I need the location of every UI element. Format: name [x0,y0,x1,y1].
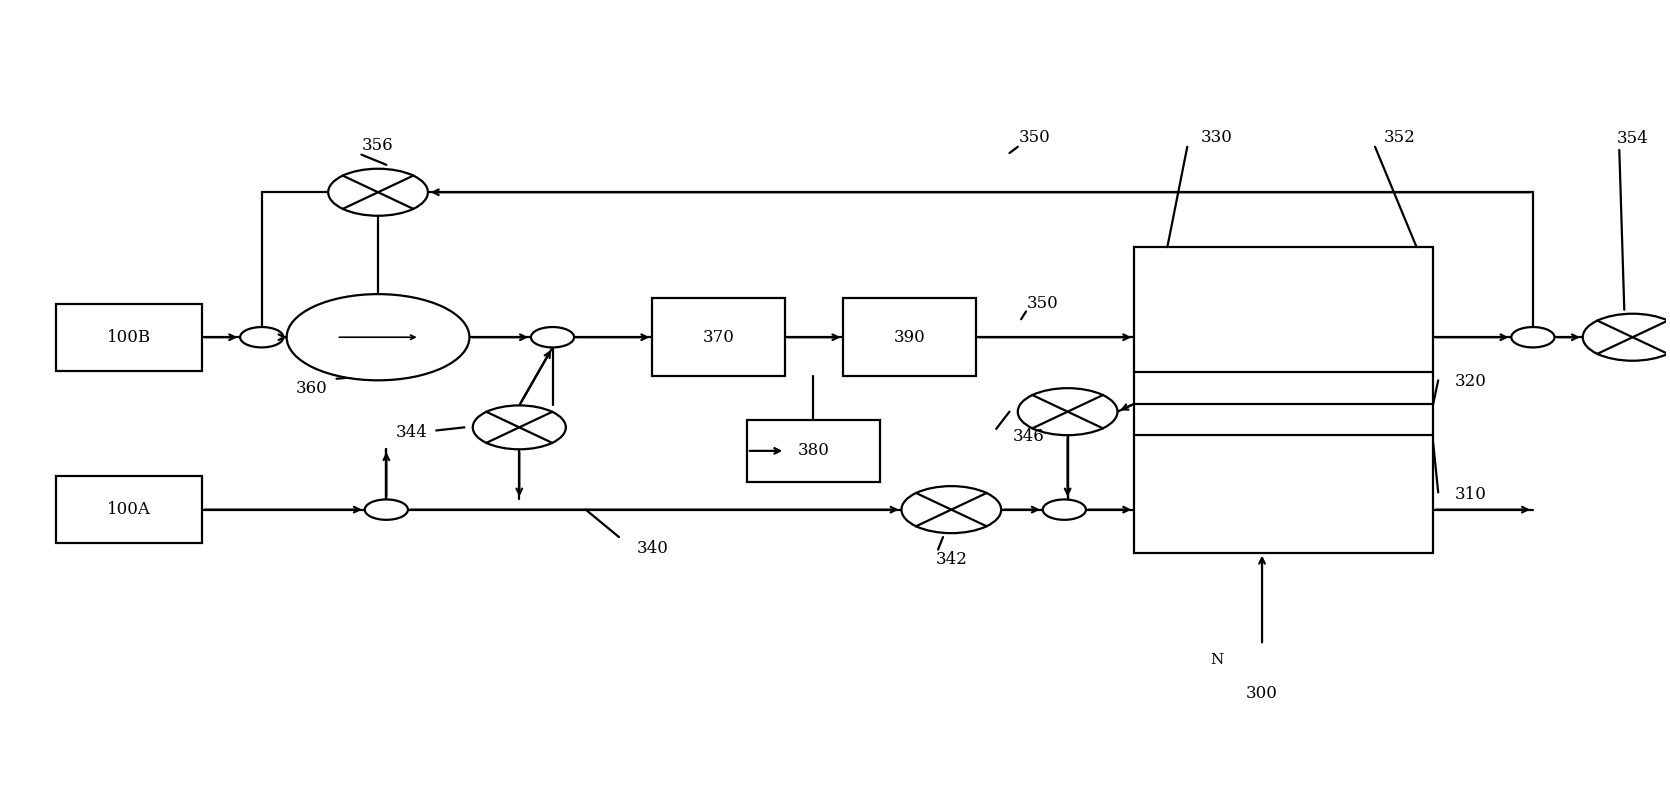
Text: 100B: 100B [107,329,150,346]
Circle shape [902,486,1002,533]
Text: 350: 350 [1019,129,1050,146]
Bar [55,476,202,543]
Bar [1134,247,1433,553]
Bar [843,298,977,376]
Text: 310: 310 [1455,486,1486,503]
Text: 352: 352 [1384,129,1416,146]
Text: 344: 344 [396,425,428,441]
Text: 356: 356 [362,137,394,154]
Bar [653,298,785,376]
Circle shape [1042,500,1086,520]
Text: 330: 330 [1201,129,1232,146]
Text: N: N [1211,653,1224,667]
Text: 390: 390 [893,329,925,346]
Bar [55,304,202,371]
Text: 360: 360 [296,379,327,397]
Text: 300: 300 [1246,685,1278,703]
Circle shape [364,500,407,520]
Text: 380: 380 [798,443,830,459]
Circle shape [329,169,428,215]
Circle shape [531,327,574,348]
Text: 346: 346 [1012,428,1044,445]
Circle shape [1017,388,1117,435]
Circle shape [473,406,566,449]
Circle shape [240,327,284,348]
Text: 354: 354 [1617,131,1648,147]
Circle shape [287,294,469,380]
Text: 350: 350 [1027,295,1059,312]
Circle shape [1583,314,1670,360]
Text: 340: 340 [636,540,668,558]
Text: 320: 320 [1455,373,1486,390]
Text: 100A: 100A [107,501,150,518]
Text: 342: 342 [935,550,967,568]
Circle shape [1511,327,1555,348]
Text: 370: 370 [703,329,735,346]
Bar [746,420,880,482]
